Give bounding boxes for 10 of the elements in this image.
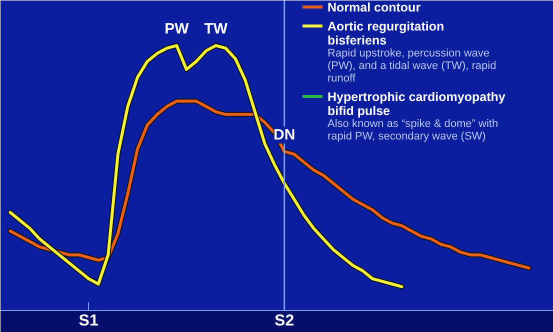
annotation: PW [164, 20, 190, 38]
annotation: DN [274, 126, 296, 144]
annotation: TW [204, 20, 228, 38]
x-tick-label: S2 [274, 312, 294, 330]
annotation: Rapid upstroke, percussion wave (PW), and a tidal wave (TW), rapid runoff [328, 48, 496, 84]
legend-label: Hypertrophic cardiomyopathy bifid pulse [328, 90, 506, 118]
legend-label: Aortic regurgitation bisferiens [328, 20, 444, 48]
legend-label: Normal contour [328, 0, 421, 14]
annotation: Also known as “spike & dome” with rapid PW, secondary wave (SW) [328, 118, 498, 142]
x-tick-label: S1 [78, 312, 98, 330]
